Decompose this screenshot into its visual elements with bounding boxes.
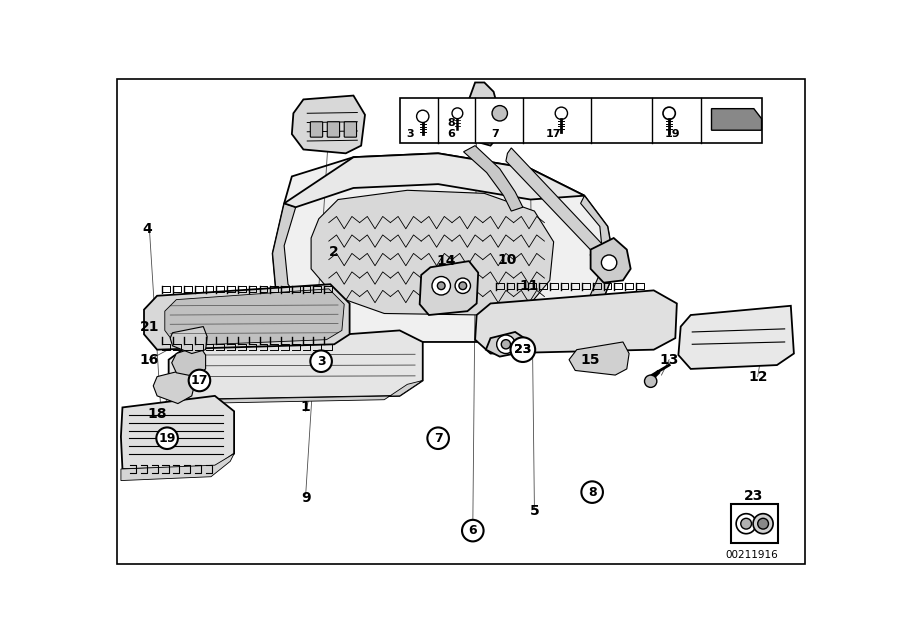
Bar: [731, 504, 778, 543]
Text: 8: 8: [588, 486, 597, 499]
Polygon shape: [311, 190, 554, 315]
Text: 17: 17: [191, 374, 208, 387]
FancyBboxPatch shape: [344, 121, 356, 137]
Polygon shape: [467, 83, 500, 146]
Polygon shape: [679, 306, 794, 369]
Circle shape: [501, 340, 510, 349]
Circle shape: [432, 277, 451, 295]
Polygon shape: [590, 238, 631, 282]
Text: 4: 4: [142, 222, 152, 236]
Polygon shape: [486, 332, 526, 357]
Bar: [400, 98, 761, 142]
Text: 15: 15: [580, 353, 600, 367]
Text: 23: 23: [514, 343, 532, 356]
Polygon shape: [464, 146, 523, 211]
Text: 13: 13: [660, 353, 679, 367]
Circle shape: [741, 518, 751, 529]
Text: 19: 19: [664, 129, 680, 139]
Polygon shape: [170, 326, 207, 354]
Text: 19: 19: [158, 432, 176, 445]
Polygon shape: [144, 284, 349, 350]
Polygon shape: [273, 204, 311, 322]
Polygon shape: [172, 346, 205, 377]
Text: 3: 3: [406, 129, 413, 139]
Circle shape: [189, 370, 211, 391]
Circle shape: [473, 109, 492, 128]
Text: 6: 6: [447, 129, 455, 139]
Polygon shape: [168, 331, 423, 399]
Circle shape: [758, 518, 769, 529]
Polygon shape: [188, 380, 423, 404]
Text: 21: 21: [140, 319, 159, 333]
Polygon shape: [712, 109, 761, 130]
Circle shape: [510, 337, 536, 362]
Circle shape: [497, 335, 515, 354]
Circle shape: [644, 375, 657, 387]
Polygon shape: [121, 453, 234, 481]
Text: 8: 8: [447, 118, 455, 128]
Circle shape: [310, 350, 332, 372]
Text: 16: 16: [140, 353, 159, 367]
Circle shape: [663, 107, 675, 120]
Circle shape: [437, 282, 446, 289]
Polygon shape: [165, 289, 344, 346]
Circle shape: [601, 255, 617, 270]
Polygon shape: [590, 242, 623, 273]
Text: 5: 5: [529, 504, 539, 518]
Text: 7: 7: [434, 432, 443, 445]
Circle shape: [417, 110, 429, 123]
Circle shape: [581, 481, 603, 503]
Text: 1: 1: [301, 401, 310, 415]
Polygon shape: [569, 342, 629, 375]
Circle shape: [479, 115, 487, 123]
Circle shape: [555, 107, 568, 120]
Polygon shape: [506, 148, 608, 259]
Circle shape: [452, 108, 463, 119]
Text: 23: 23: [514, 343, 532, 356]
Polygon shape: [292, 95, 365, 153]
Text: 3: 3: [317, 355, 326, 368]
Text: 11: 11: [519, 279, 539, 293]
Text: 17: 17: [546, 129, 562, 139]
Circle shape: [753, 514, 773, 534]
Text: 14: 14: [436, 254, 455, 268]
Polygon shape: [273, 153, 616, 342]
Polygon shape: [121, 396, 234, 469]
Text: 12: 12: [748, 370, 768, 384]
Text: 7: 7: [491, 129, 499, 139]
Text: 2: 2: [329, 245, 339, 259]
Polygon shape: [153, 369, 195, 404]
Text: 00211916: 00211916: [725, 550, 778, 560]
Polygon shape: [475, 291, 677, 354]
Text: 23: 23: [744, 489, 763, 503]
Text: 10: 10: [498, 252, 518, 266]
Circle shape: [428, 427, 449, 449]
Circle shape: [736, 514, 756, 534]
Circle shape: [462, 520, 483, 541]
Text: 9: 9: [301, 491, 310, 505]
FancyBboxPatch shape: [310, 121, 322, 137]
Circle shape: [459, 282, 466, 289]
Text: 6: 6: [469, 524, 477, 537]
FancyBboxPatch shape: [328, 121, 339, 137]
Circle shape: [492, 106, 508, 121]
Polygon shape: [580, 196, 616, 307]
Polygon shape: [284, 153, 584, 207]
Circle shape: [455, 278, 471, 293]
Polygon shape: [419, 261, 478, 315]
Circle shape: [157, 427, 178, 449]
Circle shape: [512, 339, 534, 361]
Text: 18: 18: [148, 406, 166, 420]
